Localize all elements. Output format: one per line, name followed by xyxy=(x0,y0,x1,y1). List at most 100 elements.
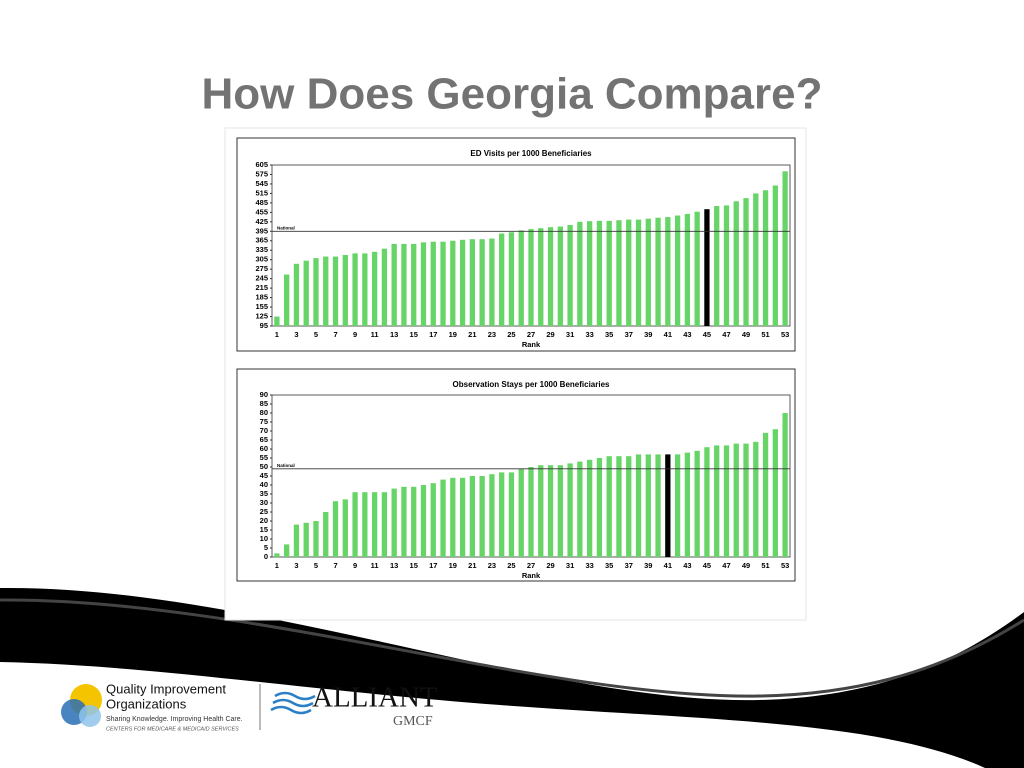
bar xyxy=(391,488,397,557)
bar xyxy=(518,230,524,326)
y-tick-label: 515 xyxy=(255,188,268,197)
x-tick-label: 53 xyxy=(781,561,789,570)
y-tick-label: 575 xyxy=(255,169,268,178)
bar xyxy=(567,224,573,326)
bar xyxy=(743,198,749,326)
y-tick-label: 55 xyxy=(260,453,268,462)
y-tick-label: 35 xyxy=(260,489,268,498)
x-tick-label: 13 xyxy=(390,330,398,339)
bar xyxy=(303,260,309,326)
x-tick-label: 53 xyxy=(781,330,789,339)
x-tick-label: 21 xyxy=(468,330,476,339)
bar xyxy=(723,205,730,326)
y-tick-label: 30 xyxy=(260,498,268,507)
bar xyxy=(665,217,671,326)
bar xyxy=(528,229,534,326)
bar xyxy=(547,227,554,326)
x-tick-label: 29 xyxy=(546,330,554,339)
x-tick-label: 9 xyxy=(353,330,357,339)
bar xyxy=(626,456,632,557)
bar xyxy=(714,206,720,326)
y-tick-label: 545 xyxy=(255,179,268,188)
bar xyxy=(391,243,397,326)
x-tick-label: 37 xyxy=(625,561,633,570)
logo-waves xyxy=(270,691,316,715)
y-tick-label: 85 xyxy=(260,399,268,408)
bar xyxy=(538,228,544,326)
bar xyxy=(577,461,583,557)
y-tick-label: 70 xyxy=(260,426,268,435)
y-tick-label: 40 xyxy=(260,480,268,489)
bar xyxy=(450,477,456,557)
x-tick-label: 33 xyxy=(585,561,593,570)
y-tick-label: 245 xyxy=(255,274,268,283)
y-tick-label: 425 xyxy=(255,217,268,226)
bar xyxy=(508,232,515,326)
bar xyxy=(313,521,319,557)
bar xyxy=(489,238,495,326)
x-tick-label: 31 xyxy=(566,330,574,339)
x-tick-label: 11 xyxy=(371,330,379,339)
bar xyxy=(420,485,427,557)
alliant-text: ALLIANT xyxy=(312,682,438,714)
bar xyxy=(508,472,515,557)
x-tick-label: 51 xyxy=(761,330,769,339)
bar xyxy=(420,242,427,326)
y-tick-label: 365 xyxy=(255,236,268,245)
bar xyxy=(459,477,466,557)
x-tick-label: 47 xyxy=(722,561,730,570)
y-tick-label: 80 xyxy=(260,408,268,417)
x-tick-label: 5 xyxy=(314,561,318,570)
bar xyxy=(743,443,749,557)
bar xyxy=(655,454,661,557)
bar xyxy=(772,185,778,326)
bar xyxy=(430,241,436,326)
x-tick-label: 25 xyxy=(507,561,515,570)
x-tick-label: 31 xyxy=(566,561,574,570)
bar xyxy=(469,239,475,326)
x-tick-label: 21 xyxy=(468,561,476,570)
x-tick-label: 19 xyxy=(449,561,457,570)
bar xyxy=(284,544,290,557)
bar xyxy=(323,256,329,326)
chart-box xyxy=(236,137,796,352)
bar xyxy=(313,258,319,326)
bar xyxy=(665,454,671,557)
bar xyxy=(352,253,358,326)
bar xyxy=(479,239,485,326)
bar xyxy=(645,218,651,326)
bar xyxy=(430,483,436,557)
qio-cms: CENTERS FOR MEDICARE & MEDICAID SERVICES xyxy=(106,726,239,732)
bar xyxy=(401,486,407,557)
bar xyxy=(606,456,612,557)
y-tick-label: 0 xyxy=(264,552,268,561)
bar xyxy=(332,256,339,326)
bar xyxy=(782,413,788,557)
bar xyxy=(303,522,309,557)
x-tick-label: 47 xyxy=(722,330,730,339)
x-tick-label: 7 xyxy=(333,330,337,339)
slide-title: How Does Georgia Compare? xyxy=(201,70,822,119)
gmcf-text: GMCF xyxy=(393,714,433,729)
y-tick-label: 45 xyxy=(260,471,268,480)
bar xyxy=(362,253,368,326)
bar xyxy=(293,524,300,557)
bar xyxy=(450,240,456,326)
bar xyxy=(371,251,378,326)
y-tick-label: 95 xyxy=(260,321,268,330)
bar xyxy=(704,209,710,326)
bar xyxy=(606,220,612,326)
bar xyxy=(538,465,544,557)
y-tick-label: 395 xyxy=(255,226,268,235)
bar xyxy=(440,479,446,557)
y-tick-label: 25 xyxy=(260,507,268,516)
x-tick-label: 13 xyxy=(390,561,398,570)
x-tick-label: 35 xyxy=(605,330,613,339)
x-axis-label: Rank xyxy=(522,571,541,580)
bar xyxy=(323,512,329,557)
x-tick-label: 43 xyxy=(683,330,691,339)
bar xyxy=(704,447,710,557)
bar xyxy=(694,450,700,557)
x-tick-label: 17 xyxy=(429,561,437,570)
